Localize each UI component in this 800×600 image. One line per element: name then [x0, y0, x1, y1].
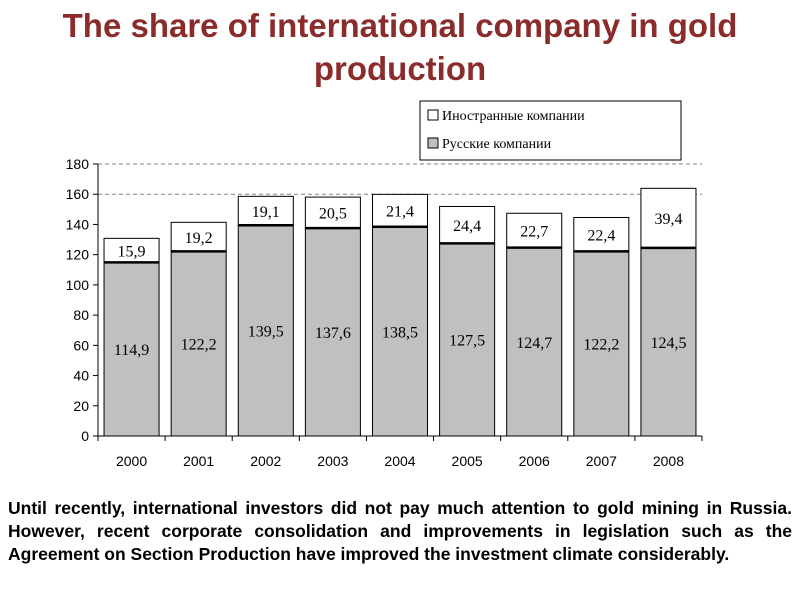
- data-label-russian: 124,7: [516, 335, 552, 352]
- data-label-foreign: 19,1: [252, 204, 280, 221]
- stacked-bar-chart: 0 20 40 60 80 100 120 140 160 180 2000 2001 2002 2003…: [66, 100, 703, 469]
- bar-foreign-2006: [506, 212, 563, 249]
- data-label-russian: 122,2: [181, 337, 217, 354]
- legend-box: [419, 100, 682, 161]
- data-label-foreign: 39,4: [654, 211, 682, 228]
- x-tick-label: 2004: [384, 453, 415, 469]
- y-tick-label: 120: [66, 247, 90, 263]
- bar-russian-2007: [573, 250, 630, 437]
- data-label-russian: 124,5: [650, 335, 686, 352]
- y-tick-label: 40: [73, 368, 89, 384]
- data-label-russian: 137,6: [315, 325, 351, 342]
- bar-russian-2005: [439, 242, 496, 437]
- bar-foreign-2003: [304, 196, 361, 229]
- data-label-russian: 122,2: [583, 337, 619, 354]
- bars: [103, 187, 697, 437]
- bar-russian-2001: [170, 250, 227, 437]
- bar-russian-2002: [237, 224, 294, 437]
- bar-russian-2006: [506, 247, 563, 437]
- bar-russian-2003: [304, 227, 361, 437]
- data-label-foreign: 22,7: [520, 223, 548, 240]
- bar-foreign-2008: [640, 187, 697, 249]
- y-tick-label: 20: [73, 398, 89, 414]
- legend-swatch: [427, 137, 439, 149]
- y-tick-label: 0: [81, 428, 89, 444]
- gridlines: [98, 163, 702, 195]
- x-tick-label: 2008: [653, 453, 684, 469]
- slide-title: The share of international company in go…: [62, 7, 738, 87]
- legend-swatch: [427, 109, 439, 121]
- y-tick-label: 140: [66, 216, 90, 232]
- data-label-foreign: 20,5: [319, 206, 347, 223]
- x-tick-label: 2001: [183, 453, 214, 469]
- data-label-russian: 138,5: [382, 324, 418, 341]
- body-paragraph: Until recently, international investors …: [8, 498, 792, 564]
- x-tick-label: 2007: [586, 453, 617, 469]
- x-tick-label: 2006: [519, 453, 550, 469]
- legend-label: Русские компании: [442, 137, 552, 152]
- bar-russian-2004: [371, 226, 429, 437]
- legend: Иностранные компании Русские компании: [419, 100, 682, 161]
- x-tick-label: 2005: [452, 453, 483, 469]
- axes: 0 20 40 60 80 100 120 140 160 180 2000 2001 2002 2003…: [66, 156, 703, 469]
- data-label-russian: 139,5: [248, 324, 284, 341]
- data-labels: 114,9 15,9 122,2 19,2 139,5 19,1 137,6 20,5 138,…: [114, 204, 687, 360]
- y-tick-label: 100: [66, 277, 90, 293]
- bar-russian-2000: [103, 261, 160, 437]
- data-label-foreign: 24,4: [453, 218, 481, 235]
- y-tick-label: 80: [73, 307, 89, 323]
- legend-label: Иностранные компании: [442, 109, 585, 124]
- x-tick-label: 2002: [250, 453, 281, 469]
- y-tick-label: 160: [66, 186, 90, 202]
- data-label-russian: 114,9: [114, 342, 149, 359]
- bar-foreign-2007: [573, 216, 630, 252]
- y-tick-label: 180: [66, 156, 90, 172]
- bar-foreign-2005: [439, 205, 496, 244]
- bar-foreign-2004: [371, 193, 429, 228]
- data-label-foreign: 15,9: [118, 243, 146, 260]
- bar-foreign-2001: [170, 221, 227, 252]
- data-label-foreign: 19,2: [185, 230, 213, 247]
- y-tick-label: 60: [73, 337, 89, 353]
- x-tick-label: 2000: [116, 453, 147, 469]
- data-label-foreign: 21,4: [386, 204, 414, 221]
- data-label-russian: 127,5: [449, 333, 485, 350]
- x-tick-label: 2003: [317, 453, 348, 469]
- data-label-foreign: 22,4: [587, 227, 615, 244]
